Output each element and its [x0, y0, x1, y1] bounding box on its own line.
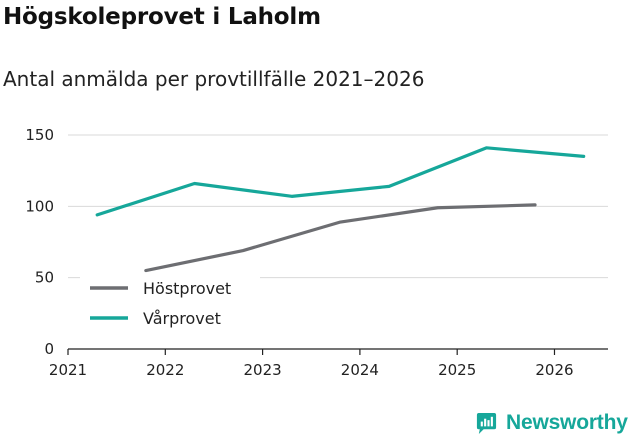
x-tick-label: 2021: [49, 361, 87, 379]
series-line-hostprovet: [144, 203, 537, 273]
x-tick-label: 2024: [341, 361, 379, 379]
series-line-varprovet: [95, 146, 586, 217]
legend-label: Höstprovet: [143, 279, 231, 298]
y-tick-label: 50: [35, 269, 54, 287]
x-tick-label: 2023: [244, 361, 282, 379]
chart-title: Högskoleprovet i Laholm: [3, 4, 321, 30]
newsworthy-logo-text: Newsworthy: [506, 411, 628, 434]
x-tick-label: 2026: [535, 361, 573, 379]
newsworthy-logo[interactable]: Newsworthy: [475, 408, 628, 438]
x-tick-label: 2022: [146, 361, 184, 379]
y-tick-label: 150: [25, 126, 54, 144]
y-tick-label: 0: [44, 340, 54, 358]
newsworthy-logo-icon: [476, 412, 497, 434]
chart-subtitle: Antal anmälda per provtillfälle 2021–202…: [3, 67, 425, 91]
x-tick-label: 2025: [438, 361, 476, 379]
legend-label: Vårprovet: [143, 309, 221, 328]
y-tick-label: 100: [25, 197, 54, 215]
legend-box: [80, 271, 260, 337]
